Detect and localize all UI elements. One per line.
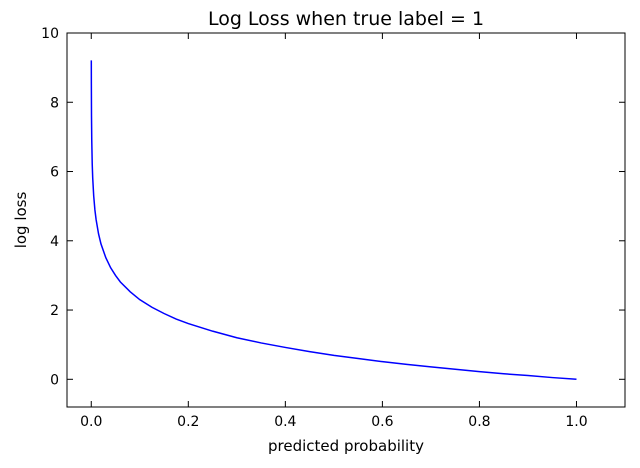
- x-axis-label: predicted probability: [268, 437, 424, 455]
- x-tick-label: 0.6: [371, 414, 393, 430]
- y-tick-label: 0: [50, 372, 59, 388]
- log-loss-series-line: [90, 60, 577, 381]
- y-tick-label: 10: [41, 26, 59, 42]
- plot-area-frame: [66, 32, 626, 408]
- axis-ticks: [67, 32, 625, 407]
- y-tick-label: 2: [50, 303, 59, 319]
- axis-tick-labels: 0.0 0.2 0.4 0.6 0.8 1.0 0 2 4 6 8 10: [41, 26, 587, 430]
- x-tick-label: 0.4: [274, 414, 296, 430]
- y-tick-label: 6: [50, 165, 59, 181]
- x-tick-label: 0.2: [177, 414, 199, 430]
- x-tick-label: 1.0: [565, 414, 587, 430]
- y-tick-label: 4: [50, 234, 59, 250]
- chart-title: Log Loss when true label = 1: [208, 8, 484, 30]
- x-tick-label: 0.0: [80, 414, 102, 430]
- x-tick-label: 0.8: [468, 414, 490, 430]
- y-axis-label: log loss: [12, 192, 30, 249]
- y-tick-label: 8: [50, 95, 59, 111]
